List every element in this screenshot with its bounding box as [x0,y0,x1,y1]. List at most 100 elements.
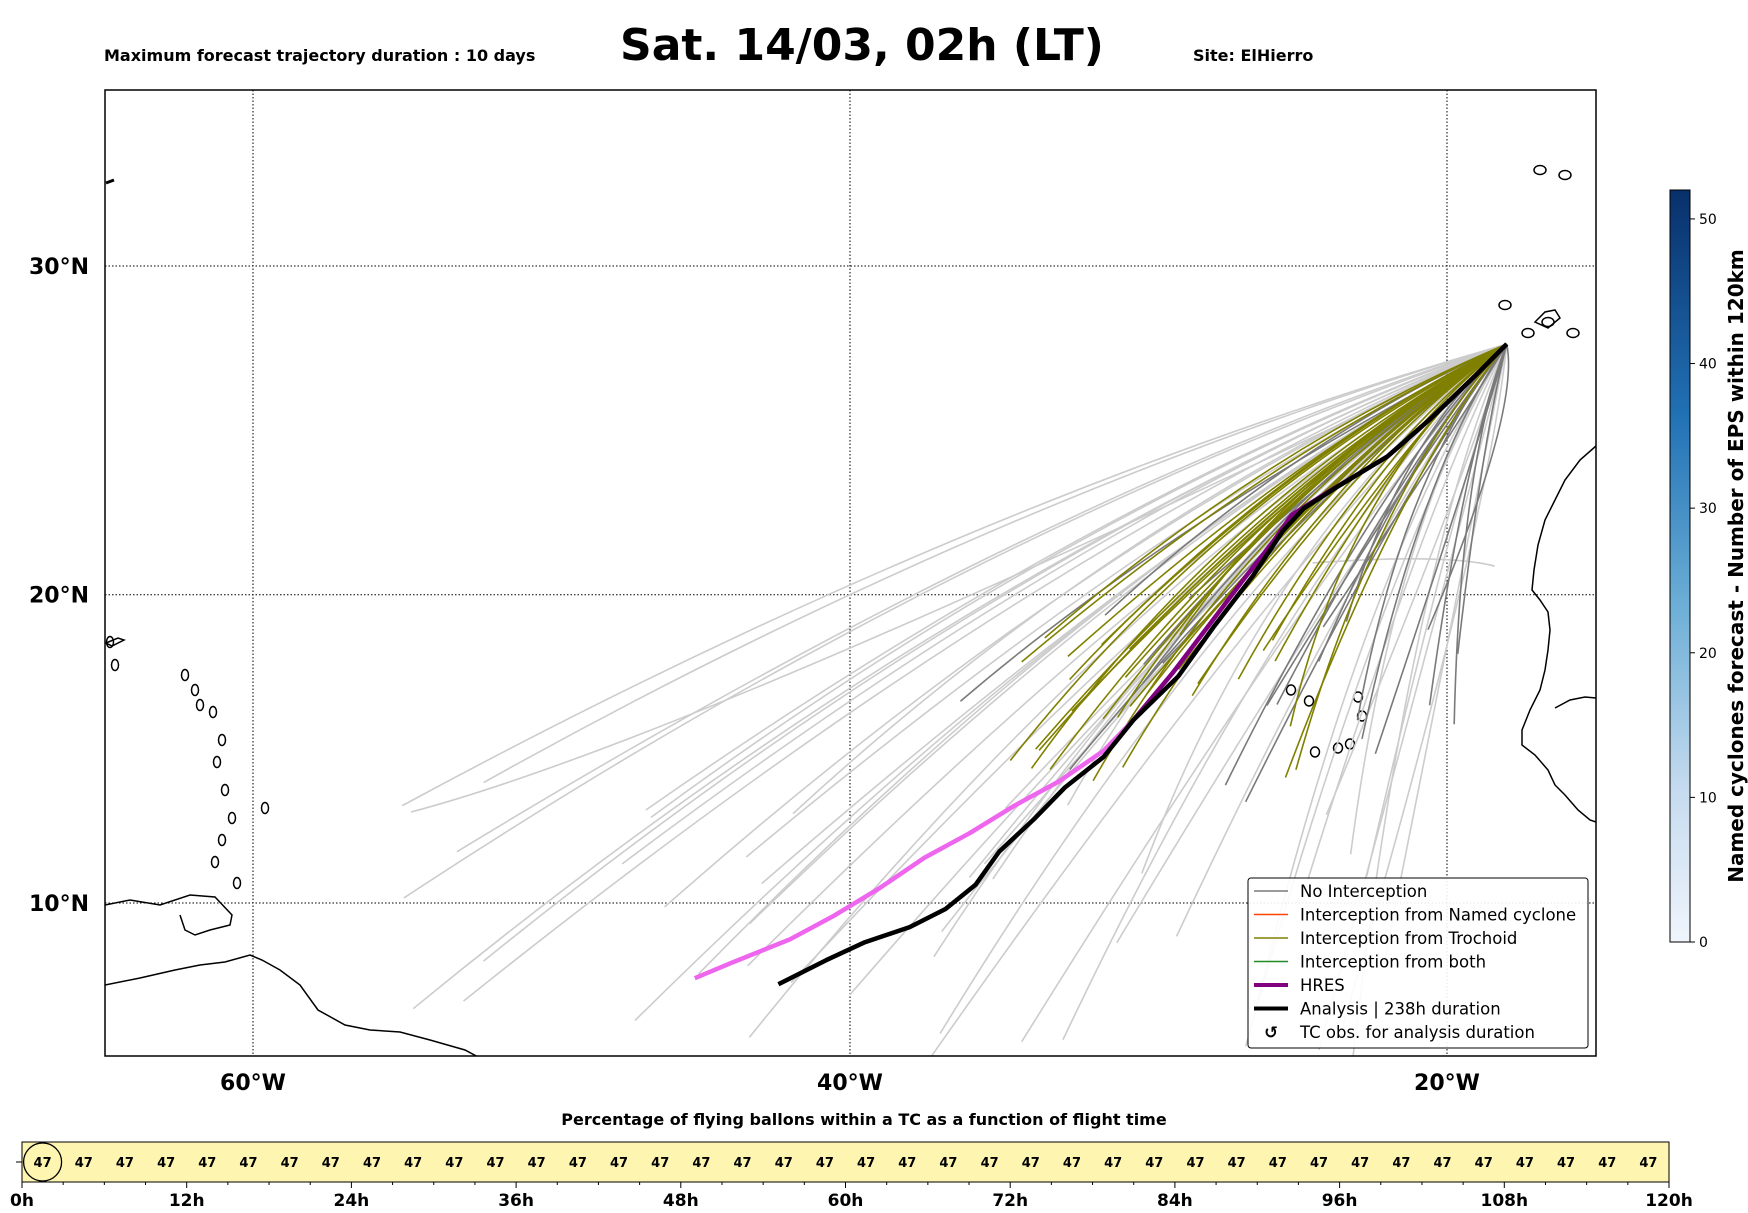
timeline-value: 47 [898,1156,916,1171]
timeline-tick-label: 36h [498,1191,534,1211]
coastlines [105,164,1596,1056]
trajectory-analysis [777,342,1509,987]
trajectory-member-trochoid [1271,343,1508,641]
legend-label: Interception from Named cyclone [1300,906,1576,925]
timeline-value: 47 [1392,1156,1410,1171]
island [1558,169,1572,181]
trajectory-hres-continuation [693,718,1136,981]
legend-item: ↺ TC obs. for analysis duration [1264,1023,1535,1042]
timeline-tick-label: 72h [992,1191,1028,1211]
island [232,876,242,890]
trajectory-member-no-interception [1244,343,1508,803]
island-cape-verde [1285,684,1297,696]
timeline-value: 47 [157,1156,175,1171]
trajectory-member-trochoid [1197,343,1508,685]
timeline-value: 47 [692,1156,710,1171]
timeline-value: 47 [116,1156,134,1171]
trajectory-member-trochoid [1129,343,1508,650]
island [110,658,120,672]
timeline-value: 47 [322,1156,340,1171]
timeline-tick-label: 120h [1645,1191,1693,1211]
colorbar: 0 10 20 30 40 50 Named cyclones forecast - Nu… [1669,189,1748,951]
timeline-value: 47 [1186,1156,1204,1171]
island [1521,327,1535,339]
x-tick-label: 40°W [817,1071,883,1096]
trajectory-member-no-interception [1224,343,1508,786]
timeline-value: 47 [404,1156,422,1171]
island [217,833,227,847]
legend-label: No Interception [1300,882,1427,901]
timeline-value: 47 [1433,1156,1451,1171]
timeline-value: 47 [486,1156,504,1171]
timeline-value: 47 [198,1156,216,1171]
island [227,811,237,825]
trajectory-member-continuation [410,343,1508,813]
legend-label: HRES [1300,976,1345,995]
timeline-value: 47 [857,1156,875,1171]
trajectory-member-trochoid [1102,343,1508,720]
timeline-value: 47 [1598,1156,1616,1171]
timeline-value: 47 [569,1156,587,1171]
legend-label: Interception from Trochoid [1300,929,1517,948]
trajectory-member-trochoid [1049,343,1508,770]
island [1498,299,1512,311]
island [180,668,190,682]
trajectory-member-trochoid [1101,343,1508,646]
legend-item: No Interception [1254,882,1427,901]
island [208,705,218,719]
trajectory-member-trochoid [1146,343,1508,695]
timeline-value: 47 [734,1156,752,1171]
island [1566,327,1580,339]
info-line-site: Site: ElHierro [1193,46,1314,65]
trajectory-member-trochoid [1092,343,1508,782]
trajectory-member-trochoid [1009,343,1508,762]
timeline-value: 47 [1639,1156,1657,1171]
tc-percentage-timeline: Percentage of flying ballons within a TC… [10,1110,1693,1211]
island [190,683,200,697]
timeline-value: 47 [816,1156,834,1171]
timeline-value: 47 [1310,1156,1328,1171]
island-puerto-rico [105,637,126,647]
legend-item: Analysis | 238h duration [1254,1000,1501,1019]
legend: No Interception Interception from Named c… [1247,877,1589,1049]
x-tick-label: 20°W [1414,1071,1480,1096]
y-tick-label: 20°N [29,584,89,609]
timeline-value: 47 [1269,1156,1287,1171]
colorbar-tick-label: 10 [1699,790,1717,806]
timeline-value: 47 [1022,1156,1040,1171]
trajectory-member-continuation [1383,343,1508,965]
trajectory-member-trochoid [1284,343,1508,778]
trajectory-member-no-interception [1374,343,1508,755]
timeline-tick-label: 0h [10,1191,34,1211]
trajectory-member-continuation [403,343,1507,899]
trajectory-member-no-interception [1453,343,1508,725]
timeline-value: 47 [239,1156,257,1171]
timeline-tick-label: 108h [1481,1191,1529,1211]
colorbar-tick-label: 0 [1699,935,1708,951]
trajectory-member-continuation [1312,558,1495,567]
timeline-tick-label: 12h [169,1191,205,1211]
y-tick-label: 30°N [29,255,89,280]
island-cape-verde [1309,746,1321,758]
island [210,855,220,869]
legend-label: Interception from both [1300,953,1486,972]
timeline-value: 47 [1104,1156,1122,1171]
coastline-south-america [105,954,478,1056]
timeline-value: 47 [775,1156,793,1171]
island-bermuda [105,178,115,185]
legend-box [1247,877,1589,1049]
island [1541,316,1555,328]
y-tick-label: 10°N [29,892,89,917]
coastline-guinea [1554,696,1596,709]
trajectory-member-continuation [1021,343,1508,1043]
island [217,733,227,747]
timeline-tick-label: 96h [1322,1191,1358,1211]
trajectory-member-no-interception [1456,343,1508,654]
trajectory-member-continuation [412,343,1508,1010]
trajectories [401,342,1510,1056]
trajectory-member-trochoid [1044,343,1508,639]
island [195,698,205,712]
timeline-tick-label: 24h [334,1191,370,1211]
legend-item: Interception from Named cyclone [1254,906,1576,925]
